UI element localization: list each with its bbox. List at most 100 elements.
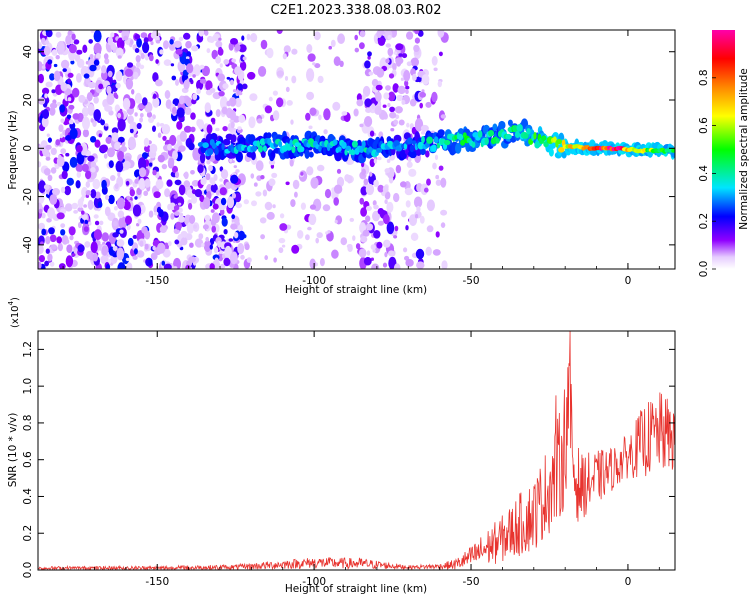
noise-blob: [65, 135, 72, 141]
noise-blob: [307, 226, 312, 231]
noise-blob: [398, 53, 403, 57]
noise-blob: [255, 191, 262, 197]
noise-blob: [374, 105, 382, 115]
noise-blob: [155, 179, 164, 190]
noise-blob: [95, 52, 101, 60]
noise-blob: [93, 59, 100, 66]
noise-blob: [365, 205, 372, 211]
noise-blob: [281, 244, 286, 248]
noise-blob: [332, 101, 341, 111]
noise-blob: [148, 210, 154, 218]
noise-blob: [67, 78, 71, 84]
noise-blob: [100, 119, 105, 126]
noise-blob: [212, 212, 220, 224]
noise-blob: [38, 43, 42, 49]
noise-blob: [306, 91, 315, 101]
noise-blob: [103, 53, 109, 60]
noise-blob: [363, 256, 372, 266]
signal-core: [541, 135, 547, 141]
signal-core: [426, 136, 433, 144]
noise-blob: [149, 162, 153, 167]
noise-blob: [130, 39, 134, 45]
noise-blob: [152, 169, 157, 176]
noise-blob: [48, 227, 55, 235]
signal-halo: [235, 151, 243, 163]
noise-blob: [383, 92, 390, 100]
noise-blob: [90, 118, 94, 123]
noise-blob: [225, 181, 233, 189]
noise-blob: [104, 58, 110, 65]
noise-blob: [173, 205, 180, 211]
noise-blob: [316, 232, 323, 239]
noise-blob: [363, 178, 369, 186]
noise-blob: [401, 210, 407, 218]
noise-blob: [55, 55, 60, 60]
heatmap-marks: [38, 30, 675, 269]
noise-blob: [247, 71, 256, 80]
noise-blob: [45, 156, 51, 161]
noise-blob: [157, 242, 166, 254]
noise-blob: [81, 106, 89, 117]
noise-blob: [183, 180, 191, 188]
noise-blob: [370, 244, 376, 251]
noise-blob: [69, 235, 74, 241]
noise-blob: [153, 191, 161, 199]
noise-blob: [197, 164, 204, 174]
noise-blob: [249, 93, 258, 101]
noise-blob: [359, 30, 366, 38]
signal-core: [516, 124, 523, 132]
noise-blob: [306, 166, 314, 176]
noise-blob: [78, 94, 86, 103]
noise-blob: [125, 257, 130, 262]
noise-blob: [354, 47, 359, 53]
noise-blob: [223, 257, 231, 267]
noise-blob: [231, 192, 236, 199]
signal-core: [556, 138, 562, 145]
noise-blob: [50, 167, 57, 174]
noise-blob: [313, 31, 321, 41]
noise-blob: [77, 244, 85, 253]
noise-blob: [180, 230, 188, 238]
noise-blob: [93, 96, 99, 104]
noise-blob: [314, 63, 321, 69]
noise-blob: [438, 51, 443, 57]
noise-blob: [322, 204, 331, 212]
noise-blob: [125, 215, 132, 225]
noise-blob: [233, 165, 237, 169]
noise-blob: [140, 52, 145, 60]
signal-core: [206, 148, 214, 156]
noise-blob: [383, 214, 390, 225]
noise-blob: [285, 86, 290, 93]
noise-blob: [409, 98, 417, 107]
noise-blob: [89, 54, 94, 59]
snr-y-tick-label: 1.0: [22, 378, 34, 395]
noise-blob: [390, 128, 395, 132]
noise-blob: [98, 133, 103, 138]
noise-blob: [161, 163, 168, 170]
noise-blob: [377, 156, 382, 161]
noise-blob: [190, 126, 196, 133]
noise-blob: [71, 33, 76, 40]
snr-x-ticks: -150 -100 -50 0: [62, 331, 660, 588]
noise-blob: [219, 63, 223, 68]
noise-blob: [199, 78, 207, 84]
noise-blob: [174, 179, 182, 186]
spectrogram-frame: [37, 29, 676, 270]
noise-blob: [284, 76, 289, 81]
noise-blob: [129, 128, 134, 134]
noise-blob: [371, 103, 376, 110]
noise-blob: [438, 165, 444, 171]
noise-blob: [166, 179, 173, 187]
noise-blob: [139, 113, 144, 118]
noise-blob: [431, 91, 438, 103]
noise-blob: [425, 101, 432, 108]
noise-blob: [162, 135, 167, 141]
noise-blob: [309, 107, 317, 116]
noise-blob: [124, 68, 133, 77]
noise-blob: [333, 184, 343, 194]
noise-blob: [134, 92, 142, 104]
noise-blob: [61, 170, 68, 180]
noise-blob: [414, 37, 420, 44]
noise-blob: [68, 44, 77, 54]
noise-blob: [189, 78, 193, 83]
